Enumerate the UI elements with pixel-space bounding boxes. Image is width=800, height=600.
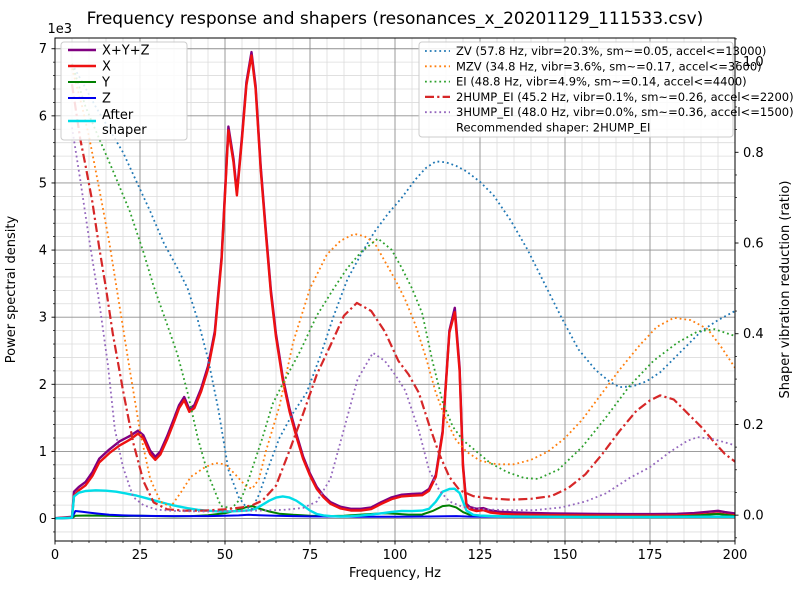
series-ei (71, 63, 735, 510)
x-tick-label: 125 (468, 548, 493, 563)
series-2hump_ei (70, 84, 735, 512)
y-right-tick-label: 0.8 (743, 146, 764, 161)
legend-label: 2HUMP_EI (45.2 Hz, vibr=0.1%, sm~=0.26, … (456, 90, 794, 104)
x-tick-label: 25 (132, 548, 149, 563)
legend-item-ei: EI (48.8 Hz, vibr=4.9%, sm~=0.14, accel<… (425, 75, 747, 89)
y-left-offset-label: 1e3 (47, 22, 72, 37)
legend-label: EI (48.8 Hz, vibr=4.9%, sm~=0.14, accel<… (456, 75, 747, 89)
x-tick-label: 75 (302, 548, 319, 563)
legend-item-z: Z (68, 92, 111, 107)
series-curves (55, 50, 735, 520)
legend-label: 3HUMP_EI (48.0 Hz, vibr=0.0%, sm~=0.36, … (456, 105, 794, 119)
legend-item-xyz: X+Y+Z (68, 44, 150, 59)
legend-item-2hump_ei: 2HUMP_EI (45.2 Hz, vibr=0.1%, sm~=0.26, … (425, 90, 794, 104)
legend-item-mzv: MZV (34.8 Hz, vibr=3.6%, sm~=0.17, accel… (425, 59, 762, 73)
legend-label: shaper (102, 123, 147, 138)
legend-item-y: Y (68, 76, 110, 91)
y-left-tick-label: 4 (39, 244, 47, 259)
y-right-tick-label: 1.0 (743, 55, 764, 70)
x-tick-label: 100 (383, 548, 408, 563)
legend-label: ZV (57.8 Hz, vibr=20.3%, sm~=0.05, accel… (456, 44, 766, 58)
y-left-tick-label: 5 (39, 176, 47, 191)
y-right-axis-label: Shaper vibration reduction (ratio) (778, 181, 793, 399)
y-right-tick-label: 0.2 (743, 418, 764, 433)
legend-label: After (102, 108, 134, 123)
legend-item-zv: ZV (57.8 Hz, vibr=20.3%, sm~=0.05, accel… (425, 44, 766, 58)
x-axis-label: Frequency, Hz (349, 566, 441, 581)
x-tick-label: 150 (553, 548, 578, 563)
series-after_shaper (55, 487, 735, 520)
y-left-tick-label: 3 (39, 311, 47, 326)
legend-label: Y (101, 76, 110, 91)
x-tick-label: 200 (723, 548, 748, 563)
x-tick-label: 50 (217, 548, 234, 563)
legend-label: X+Y+Z (102, 44, 150, 59)
legend-item-3hump_ei: 3HUMP_EI (48.0 Hz, vibr=0.0%, sm~=0.36, … (425, 105, 794, 119)
y-left-tick-label: 2 (39, 378, 47, 393)
series-zv (71, 63, 735, 511)
y-left-tick-label: 0 (39, 512, 47, 527)
y-left-tick-label: 7 (39, 42, 47, 57)
recommended-shaper-note: Recommended shaper: 2HUMP_EI (456, 121, 650, 135)
x-tick-label: 175 (638, 548, 663, 563)
y-left-tick-label: 1 (39, 445, 47, 460)
legend-item-x: X (68, 60, 111, 75)
y-left-tick-label: 6 (39, 109, 47, 124)
y-right-tick-label: 0.0 (743, 509, 764, 524)
y-right-tick-label: 0.6 (743, 237, 764, 252)
legend-label: MZV (34.8 Hz, vibr=3.6%, sm~=0.17, accel… (456, 59, 762, 73)
legend-label: X (102, 60, 111, 75)
series-3hump_ei (71, 127, 735, 513)
y-right-tick-label: 0.4 (743, 327, 764, 342)
legend-label: Z (102, 92, 111, 107)
axes: 0 25 50 75 100 125 150 175 200 0 1 2 3 4 5 6 7 0.0 0.2 0.4 0… (39, 37, 764, 563)
legend-shapers: ZV (57.8 Hz, vibr=20.3%, sm~=0.05, accel… (418, 41, 794, 138)
series-x (55, 54, 735, 520)
chart-title: Frequency response and shapers (resonanc… (87, 9, 704, 29)
y-left-axis-label: Power spectral density (4, 215, 19, 363)
x-tick-label: 0 (51, 548, 59, 563)
